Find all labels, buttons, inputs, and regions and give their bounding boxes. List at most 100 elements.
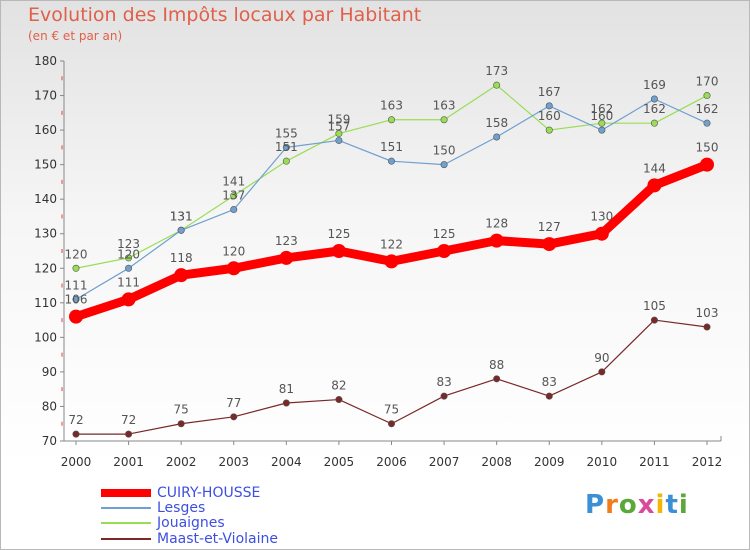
data-label: 122	[380, 237, 403, 251]
data-point	[72, 430, 80, 438]
data-point	[384, 254, 399, 269]
data-label: 150	[433, 144, 456, 158]
x-tick-label: 2010	[587, 455, 618, 469]
series-line-maast-et-violaine	[75, 319, 708, 435]
data-point	[72, 264, 80, 272]
data-label: 125	[433, 227, 456, 241]
data-point	[331, 244, 346, 258]
data-label: 103	[696, 306, 719, 320]
data-point	[125, 264, 133, 272]
data-point	[177, 226, 185, 234]
data-label: 169	[643, 78, 666, 92]
data-label: 141	[222, 175, 245, 189]
legend-swatch	[101, 522, 151, 524]
y-tick-label: 150	[34, 158, 57, 172]
x-tick-label: 2005	[324, 455, 355, 469]
data-label: 160	[590, 109, 613, 123]
data-label: 131	[170, 209, 193, 223]
data-point	[594, 226, 609, 241]
data-label: 75	[384, 403, 399, 417]
x-tick-label: 2011	[639, 455, 670, 469]
data-label: 173	[485, 64, 508, 78]
data-point	[489, 233, 504, 248]
data-point	[279, 250, 294, 265]
data-label: 120	[65, 247, 88, 261]
data-label: 155	[275, 126, 298, 140]
x-tick-label: 2007	[429, 455, 460, 469]
x-tick-label: 2012	[692, 455, 723, 469]
data-label: 128	[485, 217, 508, 231]
y-tick-label: 90	[42, 365, 57, 379]
data-label: 162	[696, 102, 719, 116]
y-tick-label: 160	[34, 123, 57, 137]
data-point	[440, 392, 448, 400]
data-label: 88	[489, 358, 504, 372]
data-label: 160	[538, 109, 561, 123]
y-tick-label: 180	[34, 54, 57, 68]
data-point	[598, 368, 606, 376]
data-label: 111	[65, 278, 88, 292]
data-label: 111	[117, 275, 140, 289]
legend-label: Maast-et-Violaine	[157, 531, 278, 547]
data-label: 144	[643, 161, 666, 175]
data-point	[69, 309, 83, 324]
data-point	[335, 130, 343, 138]
data-label: 162	[643, 102, 666, 116]
data-label: 72	[68, 413, 83, 427]
data-label: 151	[380, 140, 403, 154]
data-point	[598, 126, 606, 134]
y-tick-label: 130	[34, 227, 57, 241]
data-label: 137	[222, 189, 245, 203]
data-label: 77	[226, 396, 241, 410]
data-label: 120	[117, 247, 140, 261]
data-label: 82	[331, 379, 346, 393]
y-tick-label: 170	[34, 89, 57, 103]
data-label: 118	[170, 251, 193, 265]
data-point	[282, 157, 290, 165]
data-point	[545, 392, 553, 400]
x-tick-label: 2008	[481, 455, 512, 469]
data-label: 167	[538, 85, 561, 99]
data-point	[545, 102, 553, 110]
data-label: 127	[538, 220, 561, 234]
y-tick-label: 110	[34, 296, 57, 310]
data-point	[703, 323, 711, 331]
data-point	[493, 133, 501, 141]
data-label: 158	[485, 116, 508, 130]
data-label: 75	[174, 403, 189, 417]
data-label: 72	[121, 413, 136, 427]
data-label: 159	[327, 113, 350, 127]
series-line-lesges	[75, 98, 708, 300]
data-point	[650, 119, 658, 127]
data-label: 83	[542, 375, 557, 389]
data-point	[282, 399, 290, 407]
legend-label: CUIRY-HOUSSE	[157, 485, 261, 501]
x-tick-label: 2009	[534, 455, 565, 469]
data-point	[387, 420, 395, 428]
data-point	[125, 254, 133, 262]
data-label: 162	[590, 102, 613, 116]
data-label: 130	[590, 210, 613, 224]
data-point	[230, 192, 238, 200]
proxiti-logo: Proxiti	[585, 490, 689, 520]
data-point	[650, 316, 658, 324]
data-point	[177, 420, 185, 428]
data-point	[226, 261, 241, 276]
data-point	[437, 244, 452, 258]
data-point	[335, 136, 343, 144]
legend-swatch	[101, 538, 151, 540]
data-label: 163	[380, 99, 403, 113]
data-point	[230, 413, 238, 421]
data-point	[335, 396, 343, 404]
data-label: 105	[643, 299, 666, 313]
y-tick-label: 80	[42, 399, 57, 413]
data-point	[703, 92, 711, 100]
data-point	[440, 161, 448, 169]
data-point	[700, 157, 714, 172]
data-label: 170	[696, 75, 719, 89]
data-point	[650, 95, 658, 103]
data-point	[282, 143, 290, 151]
y-tick-label: 140	[34, 192, 57, 206]
data-label: 125	[327, 227, 350, 241]
